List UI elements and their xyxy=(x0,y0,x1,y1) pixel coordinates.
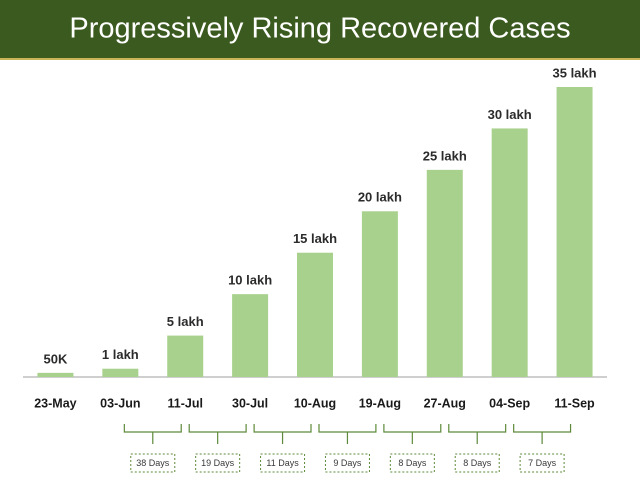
gap-box xyxy=(260,453,306,473)
gap-label: 9 Days xyxy=(333,458,362,468)
bar xyxy=(102,368,139,377)
chart-title: Progressively Rising Recovered Cases xyxy=(69,13,570,45)
header-bar xyxy=(0,0,640,58)
value-label: 20 lakh xyxy=(358,190,402,205)
x-tick-label: 30-Jul xyxy=(232,396,268,410)
x-tick-label: 03-Jun xyxy=(100,396,140,410)
gap-box xyxy=(195,453,241,473)
gap-box xyxy=(130,453,176,473)
bar xyxy=(361,211,398,377)
gap-bracket xyxy=(513,424,572,444)
value-label: 25 lakh xyxy=(423,148,467,163)
value-label: 50K xyxy=(44,351,68,366)
x-tick-label: 19-Aug xyxy=(359,396,401,410)
header-rule xyxy=(0,58,640,60)
gap-bracket xyxy=(383,424,442,444)
x-tick-label: 04-Sep xyxy=(489,396,530,410)
x-tick-label: 23-May xyxy=(34,396,76,410)
x-tick-label: 11-Sep xyxy=(554,396,595,410)
gap-label: 8 Days xyxy=(398,458,427,468)
bar xyxy=(297,252,333,377)
gap-box xyxy=(324,453,370,473)
bar xyxy=(491,128,528,377)
gap-bracket xyxy=(318,424,377,444)
bar xyxy=(556,87,593,377)
gap-label: 11 Days xyxy=(266,458,299,468)
gap-box xyxy=(519,453,565,473)
gap-bracket xyxy=(253,424,312,444)
gap-bracket xyxy=(123,424,182,444)
value-label: 30 lakh xyxy=(488,107,532,122)
gap-box xyxy=(389,453,435,473)
value-label: 5 lakh xyxy=(167,314,204,329)
gap-label: 19 Days xyxy=(201,458,235,468)
x-tick-label: 27-Aug xyxy=(424,396,466,410)
value-label: 10 lakh xyxy=(228,273,272,288)
value-label: 1 lakh xyxy=(102,347,139,362)
bar xyxy=(167,335,204,377)
gap-label: 8 Days xyxy=(463,458,492,468)
bar xyxy=(37,372,74,377)
bar xyxy=(232,294,269,377)
gap-label: 38 Days xyxy=(136,458,170,468)
gap-bracket xyxy=(188,424,247,444)
x-tick-label: 11-Jul xyxy=(168,396,203,410)
value-label: 15 lakh xyxy=(293,231,337,246)
gap-label: 7 Days xyxy=(528,458,557,468)
gap-bracket xyxy=(448,424,507,444)
value-label: 35 lakh xyxy=(553,65,597,80)
gap-box xyxy=(454,453,500,473)
bar xyxy=(426,169,463,377)
x-tick-label: 10-Aug xyxy=(294,396,336,410)
